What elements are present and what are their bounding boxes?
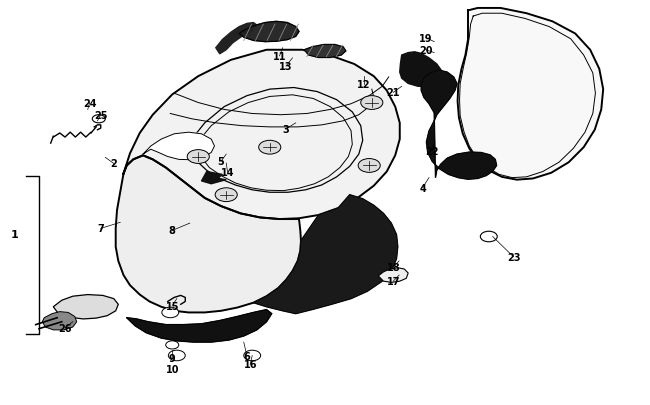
Polygon shape <box>127 310 272 342</box>
Circle shape <box>259 141 281 155</box>
Text: 2: 2 <box>111 159 117 169</box>
Polygon shape <box>458 9 603 180</box>
Circle shape <box>92 115 105 124</box>
Text: 6: 6 <box>244 352 250 361</box>
Text: 16: 16 <box>244 360 257 369</box>
Circle shape <box>215 188 237 202</box>
Text: 26: 26 <box>58 323 72 333</box>
Text: 25: 25 <box>94 111 107 120</box>
Circle shape <box>244 350 261 361</box>
Polygon shape <box>202 172 226 184</box>
Text: 20: 20 <box>419 46 432 55</box>
Text: 1: 1 <box>10 230 18 240</box>
Text: 4: 4 <box>419 183 426 193</box>
Circle shape <box>358 159 380 173</box>
Text: 14: 14 <box>221 167 234 177</box>
Text: 24: 24 <box>83 98 96 108</box>
Text: 11: 11 <box>273 52 286 62</box>
Text: 7: 7 <box>98 224 104 234</box>
Circle shape <box>168 350 185 361</box>
Polygon shape <box>216 23 257 55</box>
Text: 23: 23 <box>507 252 520 262</box>
Text: 9: 9 <box>169 354 176 363</box>
Circle shape <box>187 150 209 164</box>
Polygon shape <box>124 51 400 220</box>
Polygon shape <box>42 312 77 330</box>
Polygon shape <box>53 295 118 319</box>
Circle shape <box>162 307 179 318</box>
Text: 17: 17 <box>387 277 400 286</box>
Text: 8: 8 <box>169 226 176 236</box>
Text: 18: 18 <box>387 262 400 272</box>
Circle shape <box>480 232 497 242</box>
Text: 10: 10 <box>166 364 179 374</box>
Text: 5: 5 <box>218 157 224 167</box>
Polygon shape <box>304 45 346 58</box>
Polygon shape <box>378 268 408 283</box>
Circle shape <box>361 96 383 110</box>
Text: 19: 19 <box>419 34 432 43</box>
Polygon shape <box>143 133 214 160</box>
Text: 21: 21 <box>387 88 400 98</box>
Polygon shape <box>421 71 497 180</box>
Polygon shape <box>116 156 301 313</box>
Text: 13: 13 <box>280 62 292 72</box>
Text: 3: 3 <box>283 125 289 134</box>
Circle shape <box>166 341 179 349</box>
Polygon shape <box>239 22 299 43</box>
Text: 12: 12 <box>358 80 370 90</box>
Polygon shape <box>400 53 442 87</box>
Polygon shape <box>254 195 398 314</box>
Text: 22: 22 <box>426 147 439 157</box>
Text: 15: 15 <box>166 301 179 311</box>
